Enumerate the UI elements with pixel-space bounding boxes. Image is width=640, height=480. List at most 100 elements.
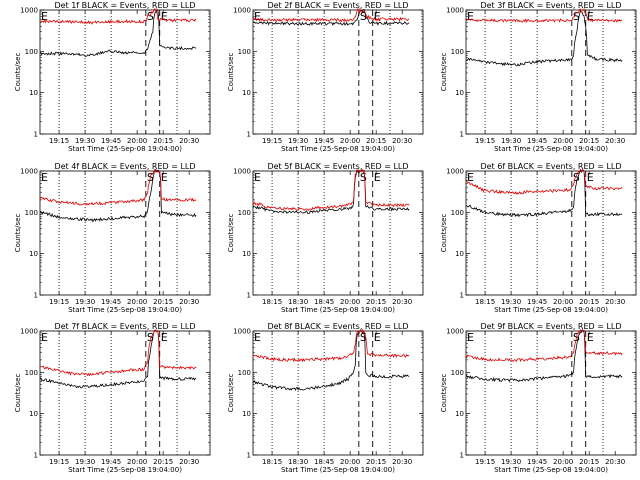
- x-tick-label: 19:45: [314, 137, 334, 145]
- x-tick-label: 19:30: [501, 458, 521, 466]
- marker-label: E: [161, 331, 168, 344]
- x-tick-label: 19:45: [101, 458, 121, 466]
- x-tick-label: 20:15: [153, 458, 173, 466]
- y-tick-label: 1000: [446, 168, 464, 176]
- x-axis-label: Start Time (25-Sep-08 19:04:00): [281, 306, 395, 314]
- series-lld-line: [39, 329, 197, 377]
- x-tick-label: 20:30: [605, 298, 625, 306]
- x-tick-label: 19:15: [49, 458, 69, 466]
- y-tick-label: 1000: [233, 328, 251, 336]
- marker-label: E: [374, 331, 381, 344]
- marker-label: E: [41, 10, 48, 23]
- chart-title: Det 9f BLACK = Events, RED = LLD: [480, 322, 621, 331]
- x-tick-label: 20:15: [366, 137, 386, 145]
- x-tick-label: 18:45: [314, 298, 334, 306]
- y-tick-label: 1: [247, 452, 251, 460]
- series-lld-line: [39, 168, 197, 206]
- x-axis-label: Start Time (25-Sep-08 19:04:00): [494, 466, 608, 474]
- y-tick-label: 100: [451, 209, 464, 217]
- x-tick-label: 20:15: [579, 298, 599, 306]
- y-tick-label: 100: [451, 369, 464, 377]
- y-axis-label: Counts/sec: [440, 374, 448, 413]
- y-axis-label: Counts/sec: [227, 214, 235, 253]
- x-axis-label: Start Time (25-Sep-08 19:04:00): [494, 145, 608, 153]
- x-tick-label: 20:30: [179, 137, 199, 145]
- y-tick-label: 10: [455, 250, 464, 258]
- x-tick-label: 19:45: [527, 298, 547, 306]
- y-tick-label: 1000: [446, 7, 464, 15]
- series-events-line: [39, 169, 197, 223]
- series-events-line: [465, 9, 623, 67]
- x-tick-label: 18:45: [314, 458, 334, 466]
- y-tick-label: 1: [34, 131, 38, 139]
- chart-panel-9: Det 9f BLACK = Events, RED = LLD 1 10 100 10…: [440, 322, 637, 474]
- marker-label: S: [360, 10, 367, 23]
- chart-title: Det 4f BLACK = Events, RED = LLD: [54, 162, 195, 171]
- x-tick-label: 20:00: [553, 137, 573, 145]
- x-tick-label: 19:45: [527, 137, 547, 145]
- x-tick-label: 20:00: [340, 298, 360, 306]
- x-tick-label: 20:15: [153, 137, 173, 145]
- plot-frame: [252, 9, 424, 135]
- y-tick-label: 10: [29, 410, 38, 418]
- x-tick-label: 20:30: [179, 298, 199, 306]
- x-tick-label: 19:30: [75, 137, 95, 145]
- marker-label: E: [374, 171, 381, 184]
- x-tick-label: 19:30: [501, 137, 521, 145]
- y-axis-label: Counts/sec: [14, 374, 22, 413]
- series-events-line: [39, 9, 197, 57]
- y-tick-label: 10: [242, 89, 251, 97]
- y-axis-label: Counts/sec: [440, 53, 448, 92]
- y-tick-label: 1000: [20, 168, 38, 176]
- plot-frame: [39, 170, 211, 296]
- y-tick-label: 100: [25, 369, 38, 377]
- x-tick-label: 19:30: [501, 298, 521, 306]
- y-tick-label: 100: [25, 209, 38, 217]
- chart-title: Det 8f BLACK = Events, RED = LLD: [267, 322, 408, 331]
- x-tick-label: 18:15: [262, 298, 282, 306]
- marker-label: E: [254, 171, 261, 184]
- marker-label: E: [41, 331, 48, 344]
- series-lld-line: [465, 7, 623, 24]
- marker-label: S: [147, 331, 154, 344]
- marker-label: E: [161, 171, 168, 184]
- y-tick-label: 100: [238, 209, 251, 217]
- y-tick-label: 1: [34, 292, 38, 300]
- x-tick-label: 20:30: [392, 298, 412, 306]
- x-tick-label: 20:15: [366, 458, 386, 466]
- y-tick-label: 1000: [233, 168, 251, 176]
- chart-title: Det 3f BLACK = Events, RED = LLD: [480, 1, 621, 10]
- x-tick-label: 19:15: [475, 458, 495, 466]
- chart-panel-5: Det 5f BLACK = Events, RED = LLD 1 10 100 10…: [227, 162, 424, 314]
- x-axis-label: Start Time (25-Sep-08 19:04:00): [68, 306, 182, 314]
- y-tick-label: 10: [29, 89, 38, 97]
- plot-frame: [39, 330, 211, 456]
- x-axis-label: Start Time (25-Sep-08 19:04:00): [281, 145, 395, 153]
- series-lld-line: [253, 328, 410, 363]
- chart-title: Det 1f BLACK = Events, RED = LLD: [54, 1, 195, 10]
- plot-frame: [252, 330, 424, 456]
- chart-panel-1: Det 1f BLACK = Events, RED = LLD 1 10 100 10…: [14, 1, 211, 153]
- x-tick-label: 20:15: [579, 137, 599, 145]
- y-axis-label: Counts/sec: [227, 53, 235, 92]
- x-axis-label: Start Time (25-Sep-08 19:04:00): [68, 466, 182, 474]
- marker-label: S: [573, 10, 580, 23]
- x-tick-label: 20:30: [392, 137, 412, 145]
- series-events-line: [252, 8, 410, 27]
- marker-label: E: [587, 331, 594, 344]
- x-tick-label: 20:15: [579, 458, 599, 466]
- y-tick-label: 10: [455, 89, 464, 97]
- y-tick-label: 1: [460, 131, 464, 139]
- y-tick-label: 1: [460, 292, 464, 300]
- chart-panel-4: Det 4f BLACK = Events, RED = LLD 1 10 100 10…: [14, 162, 211, 314]
- x-tick-label: 19:30: [288, 137, 308, 145]
- x-tick-label: 20:15: [366, 298, 386, 306]
- plot-frame: [465, 170, 637, 296]
- chart-panel-2: Det 2f BLACK = Events, RED = LLD 1 10 100 10…: [227, 1, 424, 153]
- x-tick-label: 19:15: [475, 137, 495, 145]
- y-tick-label: 1: [34, 452, 38, 460]
- plot-frame: [39, 9, 211, 135]
- y-axis-label: Counts/sec: [14, 53, 22, 92]
- y-tick-label: 1000: [233, 7, 251, 15]
- x-axis-label: Start Time (25-Sep-08 19:04:00): [494, 306, 608, 314]
